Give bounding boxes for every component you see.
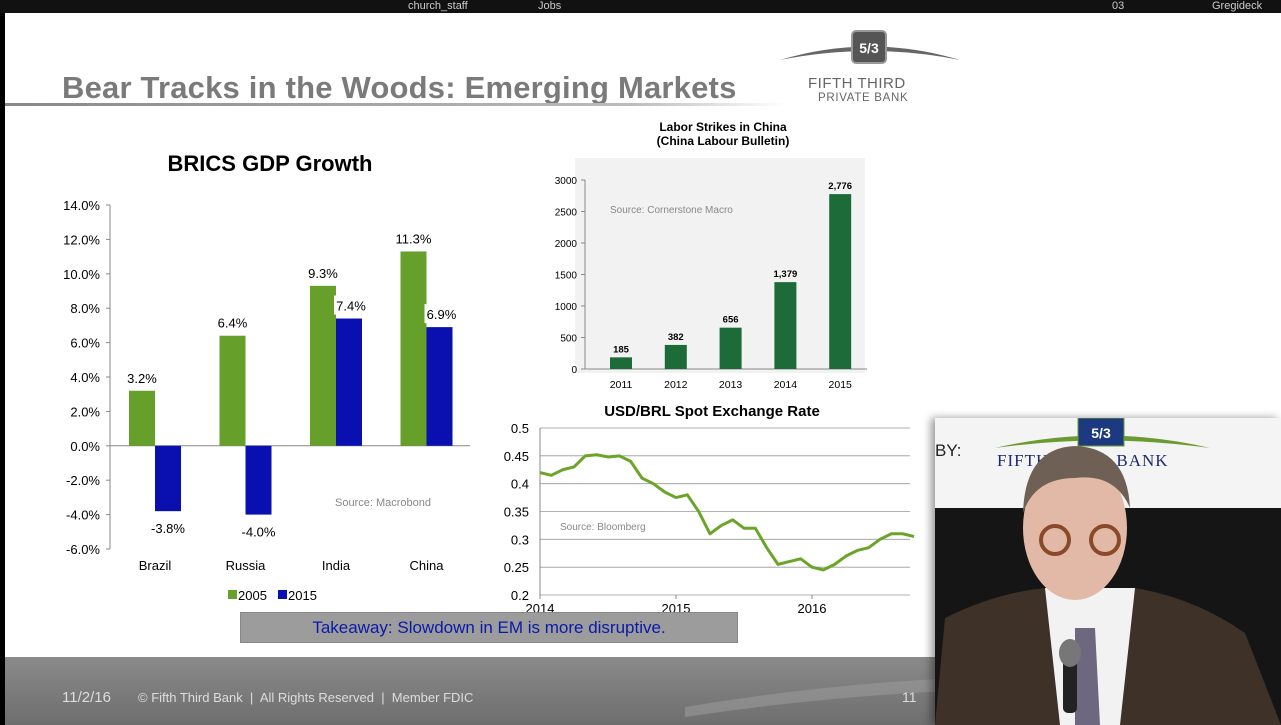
y-tick-label: 0.3	[511, 532, 529, 547]
chart-source: Source: Bloomberg	[560, 522, 646, 533]
y-tick-label: 0.4	[511, 477, 529, 492]
y-tick-label: 8.0%	[70, 301, 100, 316]
footer-date: 11/2/16	[62, 689, 111, 706]
x-tick-label: 2015	[829, 379, 853, 391]
y-tick-label: 12.0%	[63, 232, 100, 247]
bar	[719, 327, 742, 369]
logo-line2: Private Bank	[818, 92, 909, 104]
chart-title: BRICS GDP Growth	[168, 151, 373, 176]
chart-source: Source: Cornerstone Macro	[610, 205, 733, 216]
brics-gdp-chart: BRICS GDP Growth 14.0% 12.0% 10.0% 8.0% 6.0%…	[63, 151, 470, 603]
data-label: 9.3%	[308, 266, 338, 281]
browser-top-strip: church_staff Jobs 03 Gregideck	[0, 0, 1281, 13]
data-label: 11.3%	[396, 231, 432, 246]
data-label: 7.4%	[336, 299, 366, 314]
y-tick-label: 0.45	[504, 449, 529, 464]
top-tab[interactable]: 03	[1112, 0, 1125, 12]
logo-mark: 5/3	[859, 40, 879, 56]
y-tick-label: 500	[560, 334, 577, 345]
bar-2005	[400, 251, 427, 446]
y-tick-label: 6.0%	[70, 336, 100, 351]
x-tick-label: Russia	[226, 558, 267, 573]
bar-2005	[129, 390, 155, 446]
y-tick-label: 3000	[555, 176, 578, 187]
y-tick-label: 0.25	[504, 560, 529, 575]
data-label: 6.9%	[427, 307, 457, 322]
bar-2005	[310, 285, 336, 446]
y-tick-label: 4.0%	[70, 370, 100, 385]
speaker-video-inset[interactable]: BY: 5/3 FIFTH THIRD BANK	[935, 418, 1281, 725]
y-tick-label: 2500	[555, 208, 578, 219]
y-tick-label: 2.0%	[70, 404, 100, 419]
backdrop-logo-icon: 5/3	[995, 418, 1210, 448]
x-tick-label: 2014	[774, 379, 798, 391]
x-tick-label: Brazil	[139, 558, 172, 573]
data-label: 1,379	[774, 269, 798, 280]
speaker-figure	[935, 446, 1281, 725]
takeaway-box: Takeaway: Slowdown in EM is more disrupt…	[240, 612, 738, 643]
y-tick-label: 0.0%	[70, 439, 100, 454]
x-tick-label: 2016	[798, 601, 827, 616]
title-divider	[5, 103, 785, 106]
label-background	[334, 295, 368, 315]
y-tick-label: 1000	[555, 302, 578, 313]
y-tick-label: -2.0%	[66, 473, 100, 488]
page-number: 11	[902, 689, 917, 705]
data-label: 656	[723, 315, 739, 326]
chart-title: Labor Strikes in China	[659, 120, 787, 134]
data-label: 2,776	[828, 181, 852, 192]
data-label: 185	[613, 344, 630, 355]
bar	[610, 357, 632, 369]
x-tick-label: 2011	[610, 379, 633, 391]
logo-line1: Fifth Third	[808, 75, 906, 92]
bar-2015	[155, 445, 181, 512]
bar	[664, 344, 687, 369]
top-tab[interactable]: church_staff	[408, 0, 468, 12]
data-label: 382	[668, 332, 684, 343]
y-tick-label: 0.5	[511, 421, 529, 436]
bar-2015	[245, 445, 272, 515]
y-tick-label: -6.0%	[66, 542, 100, 557]
data-label: 3.2%	[127, 371, 157, 386]
y-tick-label: -4.0%	[66, 508, 100, 523]
chart-source: Source: Macrobond	[335, 497, 431, 509]
chart-subtitle: (China Labour Bulletin)	[657, 134, 790, 148]
x-tick-label: 2013	[719, 379, 743, 391]
legend-label: 2005	[238, 588, 267, 603]
bar	[829, 194, 852, 369]
top-tab[interactable]: Gregideck	[1212, 0, 1263, 12]
chart-title: USD/BRL Spot Exchange Rate	[604, 403, 820, 420]
bar-2005	[219, 335, 246, 446]
fifth-third-logo: 5/3 Fifth Third Private Bank	[780, 28, 960, 108]
y-tick-label: 2000	[555, 239, 578, 250]
labor-strikes-chart: Labor Strikes in China (China Labour Bul…	[555, 120, 867, 391]
y-tick-label: 0	[571, 365, 577, 376]
footer-copyright: © Fifth Third Bank | All Rights Reserved…	[138, 690, 474, 705]
legend-swatch	[228, 590, 237, 599]
y-tick-label: 1500	[555, 271, 578, 282]
label-background	[424, 304, 459, 324]
bar-2015	[336, 318, 362, 446]
legend-label: 2015	[288, 588, 317, 603]
data-label: -4.0%	[242, 525, 276, 540]
exchange-rate-line	[539, 453, 915, 572]
x-tick-label: 2012	[664, 379, 688, 391]
x-tick-label: India	[322, 558, 351, 573]
backdrop-prefix: BY:	[935, 441, 962, 460]
data-label: -3.8%	[151, 521, 185, 536]
slide-title: Bear Tracks in the Woods: Emerging Marke…	[62, 70, 737, 105]
bar-2015	[426, 327, 453, 446]
y-tick-label: 0.2	[511, 588, 529, 603]
top-tab[interactable]: Jobs	[538, 0, 562, 12]
legend-swatch	[278, 590, 287, 599]
logo-mark-icon: 5/3	[780, 30, 960, 64]
svg-text:5/3: 5/3	[1091, 425, 1111, 441]
y-tick-label: 14.0%	[63, 198, 100, 213]
data-label: 6.4%	[218, 316, 248, 331]
y-tick-label: 0.35	[504, 505, 529, 520]
y-tick-label: 10.0%	[63, 267, 100, 282]
bar	[774, 282, 797, 369]
x-tick-label: China	[410, 558, 445, 573]
